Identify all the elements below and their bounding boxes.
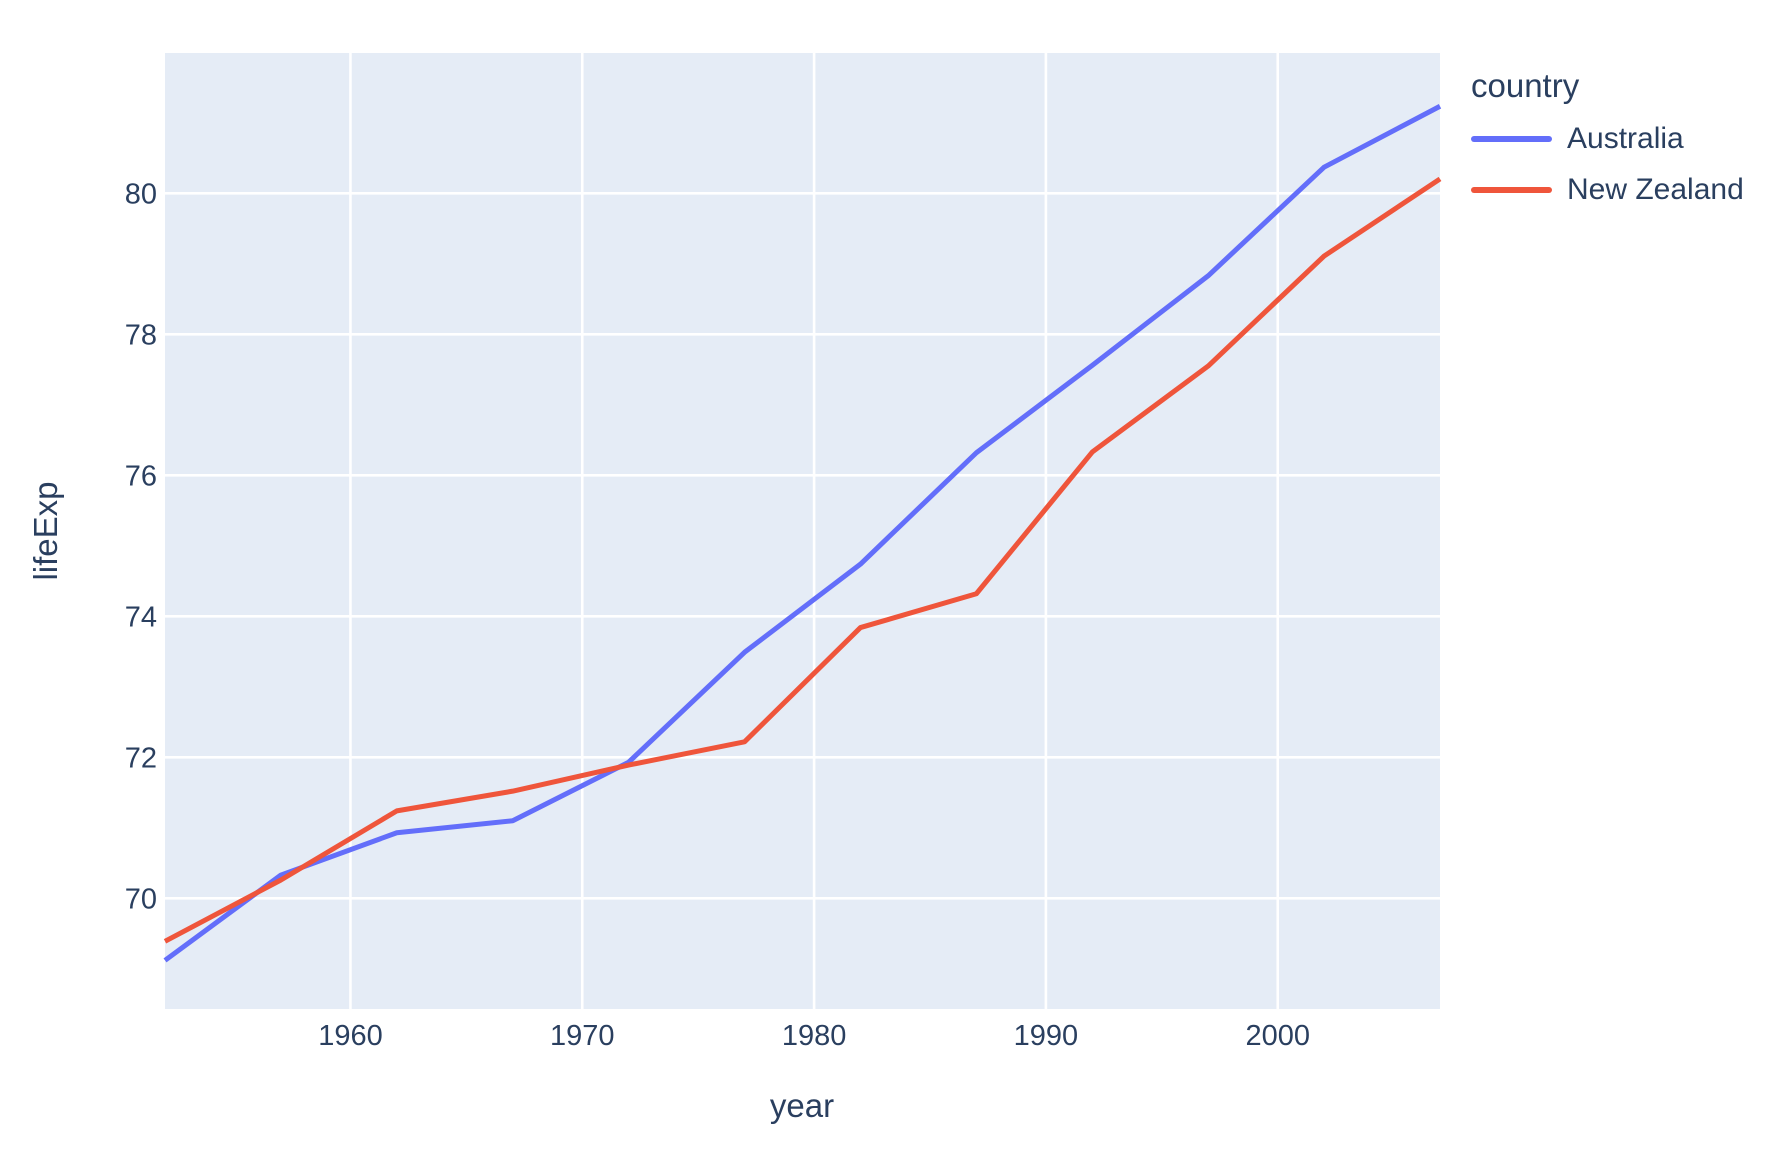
legend-label-australia: Australia [1567, 122, 1684, 155]
x-tick-label: 2000 [1245, 1020, 1310, 1052]
y-tick-label: 74 [125, 601, 157, 633]
australia-line-swatch-icon [1471, 136, 1552, 142]
x-tick-label: 1970 [550, 1020, 615, 1052]
new-zealand-line-swatch-icon [1471, 187, 1552, 193]
legend-title: country [1471, 67, 1580, 104]
x-tick-label: 1990 [1014, 1020, 1079, 1052]
y-tick-label: 80 [125, 178, 157, 210]
x-tick-label: 1980 [782, 1020, 847, 1052]
legend: country Australia New Zealand [1471, 66, 1744, 209]
y-tick-label: 70 [125, 883, 157, 915]
legend-item-australia[interactable]: Australia [1471, 120, 1744, 158]
x-axis-title: year [769, 1087, 835, 1124]
x-tick-label: 1960 [318, 1020, 383, 1052]
series-line-australia[interactable] [163, 104, 1442, 963]
legend-label-new-zealand: New Zealand [1567, 173, 1744, 206]
y-tick-label: 78 [125, 319, 157, 351]
y-axis-title: lifeExp [27, 481, 64, 581]
legend-items: Australia New Zealand [1471, 120, 1744, 209]
legend-item-new-zealand[interactable]: New Zealand [1471, 171, 1744, 209]
series-line-new-zealand[interactable] [163, 176, 1442, 944]
y-tick-label: 72 [125, 742, 157, 774]
y-tick-label: 76 [125, 460, 157, 492]
plot-background [165, 53, 1440, 1009]
